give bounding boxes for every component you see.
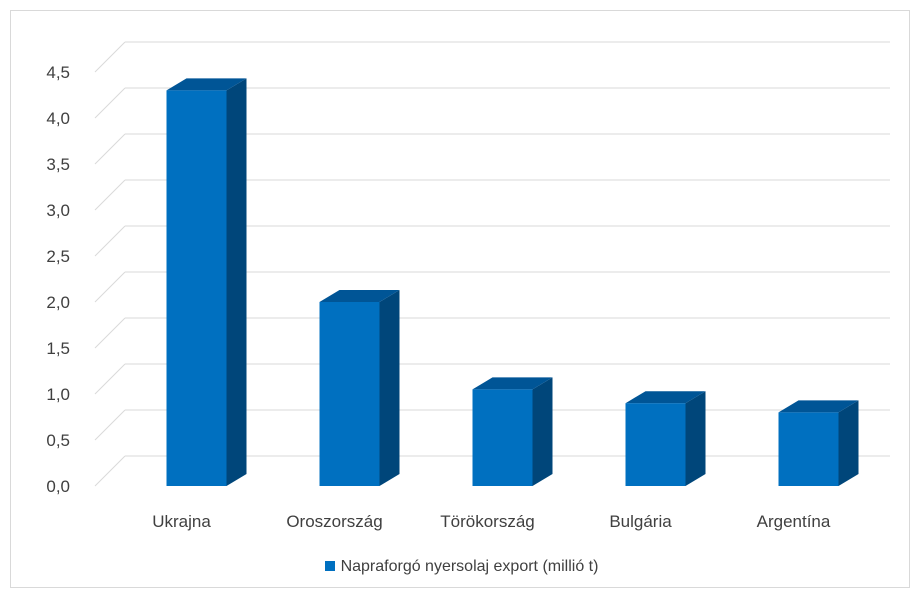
gridline-diagonal — [94, 179, 126, 211]
x-category-label: Törökország — [440, 512, 534, 531]
gridline-diagonal — [94, 87, 126, 119]
bar-side — [838, 400, 859, 486]
bar-side — [379, 290, 400, 486]
gridline-diagonal — [94, 317, 126, 349]
y-tick-label: 2,0 — [46, 293, 70, 312]
y-tick-label: 1,0 — [46, 385, 70, 404]
gridline-diagonal — [94, 41, 126, 73]
bar — [625, 403, 686, 486]
x-category-label: Oroszország — [286, 512, 382, 531]
gridline-diagonal — [94, 363, 126, 395]
gridline-diagonal — [94, 409, 126, 441]
gridline-diagonal — [94, 133, 126, 165]
bar-side — [532, 377, 553, 486]
gridline-diagonal — [94, 455, 126, 487]
y-tick-label: 0,5 — [46, 431, 70, 450]
y-tick-label: 3,0 — [46, 201, 70, 220]
bar-top — [472, 377, 553, 390]
gridline-diagonal — [94, 225, 126, 257]
legend-swatch — [324, 561, 335, 571]
bar-top — [778, 400, 859, 413]
x-category-label: Ukrajna — [152, 512, 211, 531]
x-category-label: Bulgária — [609, 512, 672, 531]
y-tick-label: 2,5 — [46, 247, 70, 266]
y-tick-label: 1,5 — [46, 339, 70, 358]
y-tick-label: 3,5 — [46, 155, 70, 174]
y-tick-label: 0,0 — [46, 477, 70, 496]
bar — [472, 389, 533, 486]
bar-top — [166, 78, 247, 91]
bar — [166, 90, 227, 487]
bar-side — [226, 78, 247, 487]
legend: Napraforgó nyersolaj export (millió t) — [0, 558, 923, 576]
bar-side — [685, 391, 706, 486]
bar — [778, 412, 839, 486]
x-category-label: Argentína — [757, 512, 831, 531]
bar — [319, 302, 380, 486]
y-tick-label: 4,0 — [46, 109, 70, 128]
legend-label: Napraforgó nyersolaj export (millió t) — [340, 558, 599, 575]
gridline-diagonal — [94, 271, 126, 303]
bar-top — [319, 290, 400, 302]
chart-frame — [10, 10, 910, 588]
bar-top — [625, 391, 706, 404]
y-tick-label: 4,5 — [46, 63, 70, 82]
